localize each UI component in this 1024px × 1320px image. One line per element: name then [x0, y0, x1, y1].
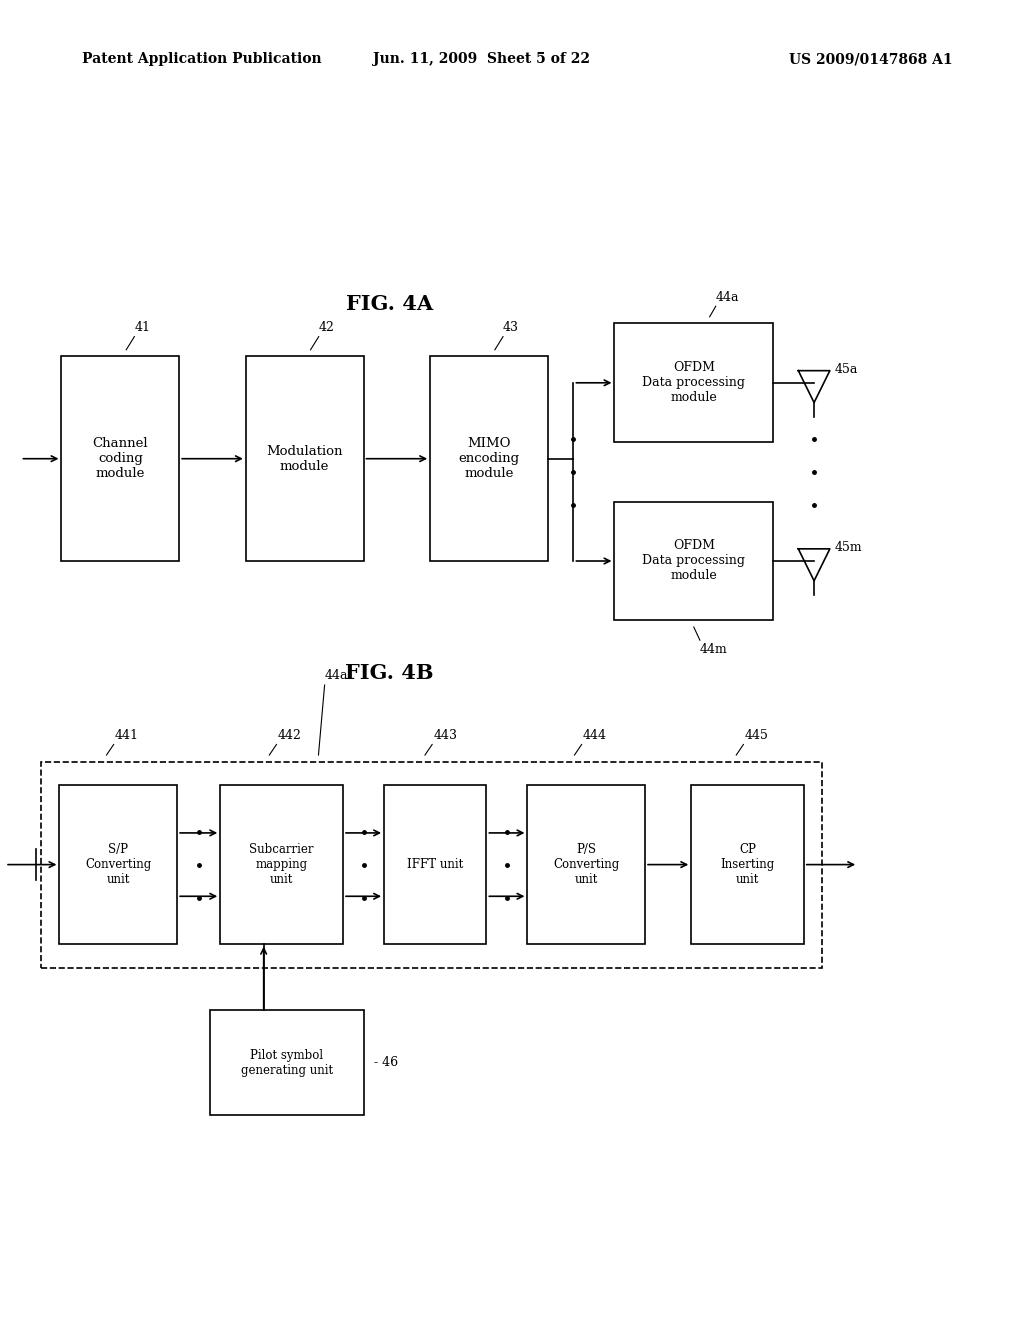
Bar	[59, 785, 177, 944]
Bar	[246, 356, 364, 561]
Bar	[210, 1010, 364, 1115]
Text: OFDM
Data processing
module: OFDM Data processing module	[642, 540, 745, 582]
Text: OFDM
Data processing
module: OFDM Data processing module	[642, 362, 745, 404]
Text: 42: 42	[318, 321, 335, 334]
Text: IFFT unit: IFFT unit	[408, 858, 463, 871]
Text: Subcarrier
mapping
unit: Subcarrier mapping unit	[250, 843, 313, 886]
Bar	[220, 785, 343, 944]
Text: 444: 444	[583, 729, 606, 742]
Bar	[61, 356, 179, 561]
Text: S/P
Converting
unit: S/P Converting unit	[85, 843, 152, 886]
Bar	[430, 356, 548, 561]
Bar	[614, 323, 773, 442]
Bar	[384, 785, 486, 944]
Text: 44a: 44a	[716, 290, 739, 304]
Bar	[41, 762, 822, 968]
Text: Modulation
module: Modulation module	[266, 445, 343, 473]
Text: 41: 41	[134, 321, 151, 334]
Polygon shape	[799, 371, 829, 403]
Text: 443: 443	[433, 729, 457, 742]
Text: FIG. 4A: FIG. 4A	[345, 293, 433, 314]
Text: 445: 445	[744, 729, 768, 742]
Text: - 46: - 46	[374, 1056, 398, 1069]
Text: 45a: 45a	[835, 363, 858, 376]
Text: 43: 43	[503, 321, 519, 334]
Text: 442: 442	[278, 729, 301, 742]
Text: P/S
Converting
unit: P/S Converting unit	[553, 843, 620, 886]
Text: 45m: 45m	[835, 541, 862, 554]
Text: 44a: 44a	[325, 669, 348, 682]
Bar	[691, 785, 804, 944]
Text: CP
Inserting
unit: CP Inserting unit	[721, 843, 774, 886]
Polygon shape	[799, 549, 829, 581]
Text: Channel
coding
module: Channel coding module	[92, 437, 148, 480]
Bar	[614, 502, 773, 620]
Bar	[527, 785, 645, 944]
Text: MIMO
encoding
module: MIMO encoding module	[459, 437, 519, 480]
Text: US 2009/0147868 A1: US 2009/0147868 A1	[788, 53, 952, 66]
Text: FIG. 4B: FIG. 4B	[345, 663, 433, 684]
Text: 441: 441	[115, 729, 138, 742]
Text: Patent Application Publication: Patent Application Publication	[82, 53, 322, 66]
Text: Pilot symbol
generating unit: Pilot symbol generating unit	[241, 1048, 333, 1077]
Text: 44m: 44m	[700, 643, 728, 656]
Text: Jun. 11, 2009  Sheet 5 of 22: Jun. 11, 2009 Sheet 5 of 22	[373, 53, 590, 66]
